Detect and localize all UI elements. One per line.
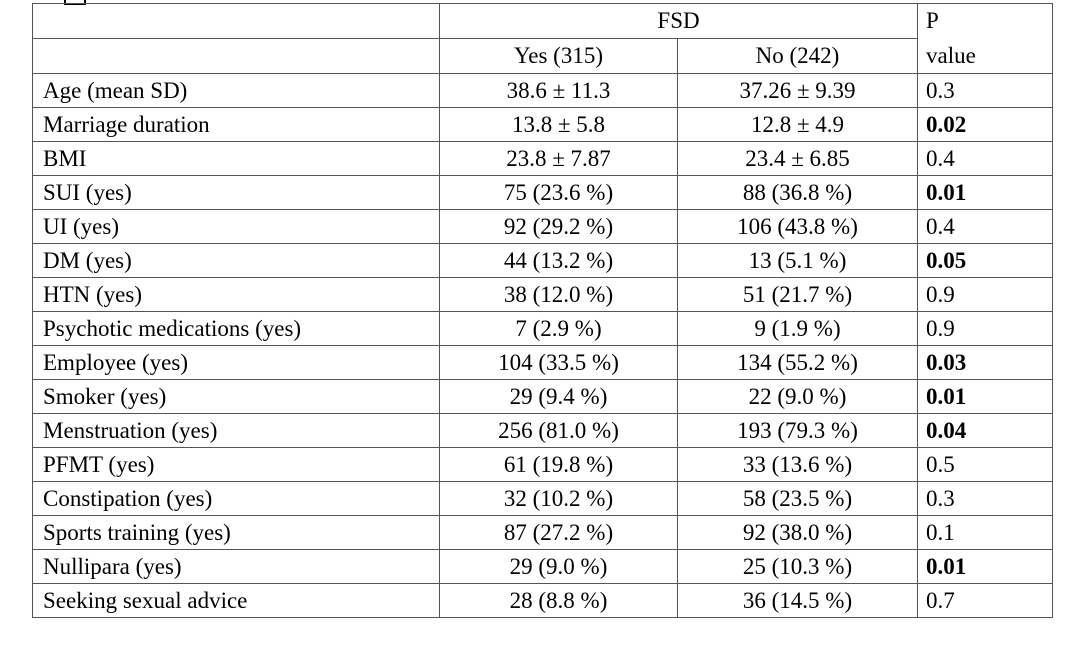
- table-row: DM (yes) 44 (13.2 %) 13 (5.1 %) 0.05: [32, 243, 1054, 278]
- p-value: 0.01: [917, 379, 1054, 414]
- table-row: Age (mean SD) 38.6 ± 11.3 37.26 ± 9.39 0.3: [32, 73, 1054, 108]
- header-empty-cell: [32, 3, 440, 39]
- table-row: UI (yes) 92 (29.2 %) 106 (43.8 %) 0.4: [32, 209, 1054, 244]
- table-row: Menstruation (yes) 256 (81.0 %) 193 (79.3 …: [32, 413, 1054, 448]
- row-label: Constipation (yes): [32, 481, 440, 516]
- no-value: 9 (1.9 %): [676, 311, 919, 346]
- no-value: 92 (38.0 %): [676, 515, 919, 550]
- fsd-comparison-table: FSD P Yes (315) No (242) value Age (mean…: [32, 3, 1054, 618]
- yes-value: 75 (23.6 %): [439, 175, 678, 210]
- table-row: Smoker (yes) 29 (9.4 %) 22 (9.0 %) 0.01: [32, 379, 1054, 414]
- yes-value: 87 (27.2 %): [439, 515, 678, 550]
- no-value: 37.26 ± 9.39: [676, 73, 919, 108]
- no-column-header: No (242): [676, 38, 919, 74]
- header-empty-cell: [32, 38, 440, 74]
- table-row: Psychotic medications (yes) 7 (2.9 %) 9 (1…: [32, 311, 1054, 346]
- yes-value: 38.6 ± 11.3: [439, 73, 678, 108]
- header-row-1: FSD P: [32, 3, 1054, 39]
- row-label: Marriage duration: [32, 107, 440, 142]
- no-value: 13 (5.1 %): [676, 243, 919, 278]
- yes-value: 104 (33.5 %): [439, 345, 678, 380]
- p-value: 0.9: [917, 311, 1054, 346]
- row-label: Nullipara (yes): [32, 549, 440, 584]
- table-row: Nullipara (yes) 29 (9.0 %) 25 (10.3 %) 0.01: [32, 549, 1054, 584]
- no-value: 193 (79.3 %): [676, 413, 919, 448]
- no-value: 58 (23.5 %): [676, 481, 919, 516]
- row-label: PFMT (yes): [32, 447, 440, 482]
- yes-column-header: Yes (315): [439, 38, 678, 74]
- yes-value: 29 (9.4 %): [439, 379, 678, 414]
- table-row: HTN (yes) 38 (12.0 %) 51 (21.7 %) 0.9: [32, 277, 1054, 312]
- p-value-header-line2: value: [917, 38, 1054, 74]
- row-label: Age (mean SD): [32, 73, 440, 108]
- row-label: UI (yes): [32, 209, 440, 244]
- row-label: Employee (yes): [32, 345, 440, 380]
- yes-value: 28 (8.8 %): [439, 583, 678, 618]
- table-row: Marriage duration 13.8 ± 5.8 12.8 ± 4.9 0.0…: [32, 107, 1054, 142]
- yes-value: 44 (13.2 %): [439, 243, 678, 278]
- no-value: 134 (55.2 %): [676, 345, 919, 380]
- no-value: 22 (9.0 %): [676, 379, 919, 414]
- p-value: 0.9: [917, 277, 1054, 312]
- no-value: 23.4 ± 6.85: [676, 141, 919, 176]
- p-value: 0.05: [917, 243, 1054, 278]
- p-value: 0.7: [917, 583, 1054, 618]
- table-row: SUI (yes) 75 (23.6 %) 88 (36.8 %) 0.01: [32, 175, 1054, 210]
- table-body: Age (mean SD) 38.6 ± 11.3 37.26 ± 9.39 0.3 M…: [32, 73, 1054, 618]
- no-value: 33 (13.6 %): [676, 447, 919, 482]
- row-label: Psychotic medications (yes): [32, 311, 440, 346]
- no-value: 25 (10.3 %): [676, 549, 919, 584]
- row-label: DM (yes): [32, 243, 440, 278]
- p-value-header-line1: P: [917, 3, 1054, 39]
- yes-value: 92 (29.2 %): [439, 209, 678, 244]
- yes-value: 23.8 ± 7.87: [439, 141, 678, 176]
- p-value: 0.01: [917, 549, 1054, 584]
- table-row: Seeking sexual advice 28 (8.8 %) 36 (14.5 …: [32, 583, 1054, 618]
- row-label: Seeking sexual advice: [32, 583, 440, 618]
- table-row: BMI 23.8 ± 7.87 23.4 ± 6.85 0.4: [32, 141, 1054, 176]
- row-label: SUI (yes): [32, 175, 440, 210]
- p-value: 0.04: [917, 413, 1054, 448]
- p-value: 0.1: [917, 515, 1054, 550]
- p-value: 0.5: [917, 447, 1054, 482]
- table-row: Employee (yes) 104 (33.5 %) 134 (55.2 %) 0.…: [32, 345, 1054, 380]
- yes-value: 38 (12.0 %): [439, 277, 678, 312]
- yes-value: 29 (9.0 %): [439, 549, 678, 584]
- p-value: 0.3: [917, 73, 1054, 108]
- no-value: 12.8 ± 4.9: [676, 107, 919, 142]
- p-value: 0.4: [917, 209, 1054, 244]
- p-value: 0.3: [917, 481, 1054, 516]
- yes-value: 13.8 ± 5.8: [439, 107, 678, 142]
- table-row: Sports training (yes) 87 (27.2 %) 92 (38.0…: [32, 515, 1054, 550]
- p-value: 0.01: [917, 175, 1054, 210]
- p-value: 0.02: [917, 107, 1054, 142]
- row-label: BMI: [32, 141, 440, 176]
- header-row-2: Yes (315) No (242) value: [32, 38, 1054, 74]
- p-value: 0.03: [917, 345, 1054, 380]
- table-row: Constipation (yes) 32 (10.2 %) 58 (23.5 %)…: [32, 481, 1054, 516]
- table-row: PFMT (yes) 61 (19.8 %) 33 (13.6 %) 0.5: [32, 447, 1054, 482]
- no-value: 106 (43.8 %): [676, 209, 919, 244]
- no-value: 88 (36.8 %): [676, 175, 919, 210]
- no-value: 36 (14.5 %): [676, 583, 919, 618]
- row-label: Sports training (yes): [32, 515, 440, 550]
- p-value: 0.4: [917, 141, 1054, 176]
- fsd-group-header: FSD: [438, 3, 919, 39]
- yes-value: 32 (10.2 %): [439, 481, 678, 516]
- row-label: Smoker (yes): [32, 379, 440, 414]
- no-value: 51 (21.7 %): [676, 277, 919, 312]
- yes-value: 61 (19.8 %): [439, 447, 678, 482]
- row-label: HTN (yes): [32, 277, 440, 312]
- yes-value: 256 (81.0 %): [439, 413, 678, 448]
- row-label: Menstruation (yes): [32, 413, 440, 448]
- yes-value: 7 (2.9 %): [439, 311, 678, 346]
